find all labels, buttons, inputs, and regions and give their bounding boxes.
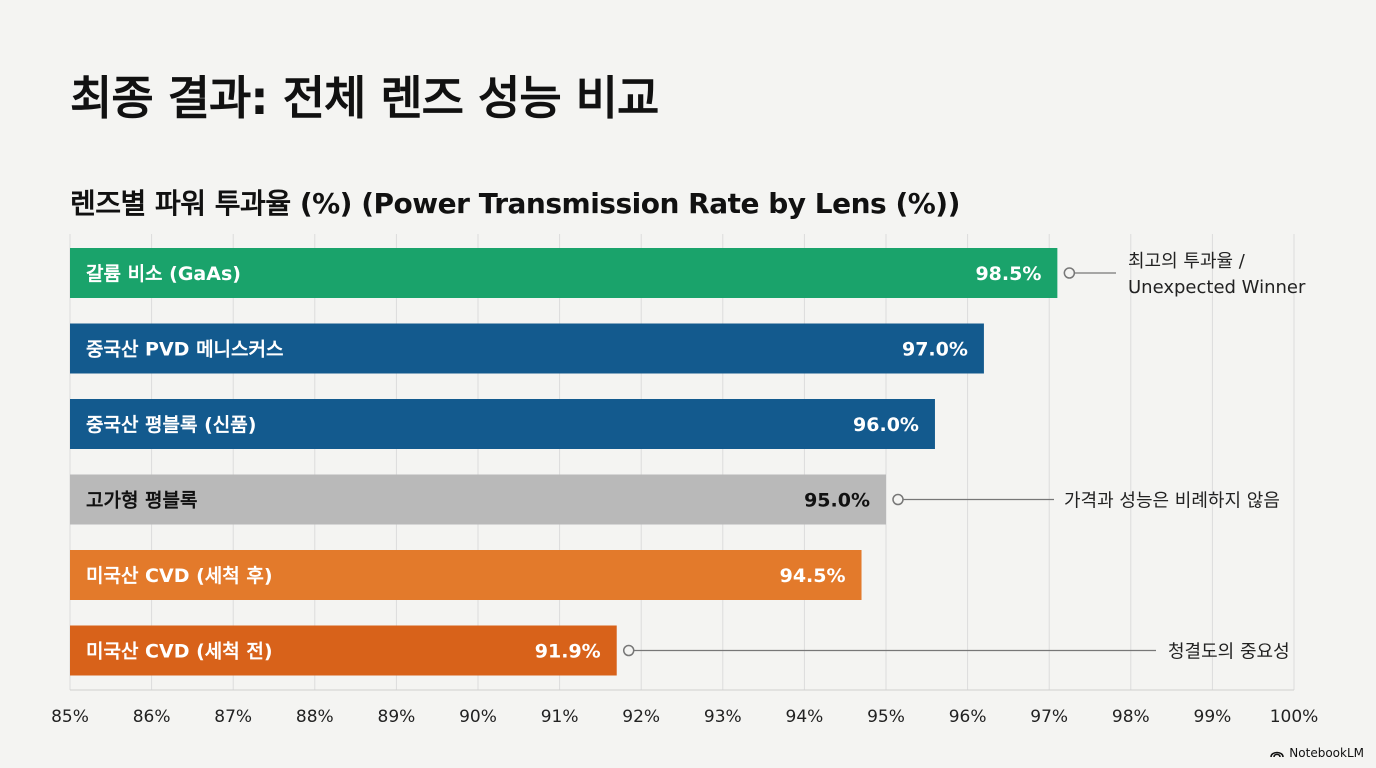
x-tick-label: 97%: [1030, 707, 1068, 727]
bar-category-label: 고가형 평블록: [86, 490, 198, 512]
x-tick-label: 87%: [214, 707, 252, 727]
x-tick-label: 92%: [622, 707, 660, 727]
annotation-marker: [1063, 267, 1076, 279]
bar: [70, 399, 935, 449]
bar-value-label: 96.0%: [853, 414, 919, 436]
x-tick-label: 90%: [459, 707, 497, 727]
x-tick-label: 93%: [704, 707, 742, 727]
x-tick-label: 99%: [1194, 707, 1232, 727]
bar-value-label: 91.9%: [535, 641, 601, 663]
annotation-text: 청결도의 중요성: [1168, 642, 1290, 663]
x-tick-label: 94%: [786, 707, 824, 727]
x-tick-label: 95%: [867, 707, 905, 727]
notebooklm-logo-icon: [1270, 751, 1285, 758]
annotation-text: 가격과 성능은 비례하지 않음: [1064, 491, 1280, 512]
bar-category-label: 중국산 PVD 메니스커스: [86, 339, 283, 361]
bar: [70, 248, 1058, 298]
page-title: 최종 결과: 전체 렌즈 성능 비교: [70, 71, 659, 125]
bar-value-label: 94.5%: [780, 565, 846, 587]
x-tick-label: 100%: [1270, 707, 1319, 727]
bar-category-label: 중국산 평블록 (신품): [86, 414, 256, 436]
bar-value-label: 95.0%: [804, 490, 870, 512]
x-tick-label: 98%: [1112, 707, 1150, 727]
brand-label: NotebookLM: [1289, 746, 1364, 760]
x-tick-label: 96%: [949, 707, 987, 727]
annotation-marker: [892, 493, 904, 506]
x-tick-label: 85%: [51, 707, 89, 727]
annotation-text: 최고의 투과율 /: [1128, 251, 1246, 272]
x-tick-label: 86%: [133, 707, 171, 727]
bar-value-label: 98.5%: [975, 263, 1041, 285]
bar: [70, 474, 886, 525]
brand-watermark: NotebookLM: [1270, 746, 1364, 760]
bar-category-label: 미국산 CVD (세척 전): [86, 641, 273, 663]
bar-category-label: 갈륨 비소 (GaAs): [86, 263, 241, 285]
bar-category-label: 미국산 CVD (세척 후): [86, 565, 273, 587]
bar-value-label: 97.0%: [902, 339, 968, 361]
x-tick-label: 89%: [378, 707, 416, 727]
bar: [70, 323, 984, 374]
x-tick-label: 91%: [541, 707, 579, 727]
annotation-marker: [622, 644, 635, 657]
x-tick-label: 88%: [296, 707, 334, 727]
chart-title: 렌즈별 파워 투과율 (%) (Power Transmission Rate …: [70, 187, 960, 220]
bar: [70, 550, 862, 600]
annotation-text: Unexpected Winner: [1128, 277, 1306, 298]
bar: [70, 625, 617, 676]
